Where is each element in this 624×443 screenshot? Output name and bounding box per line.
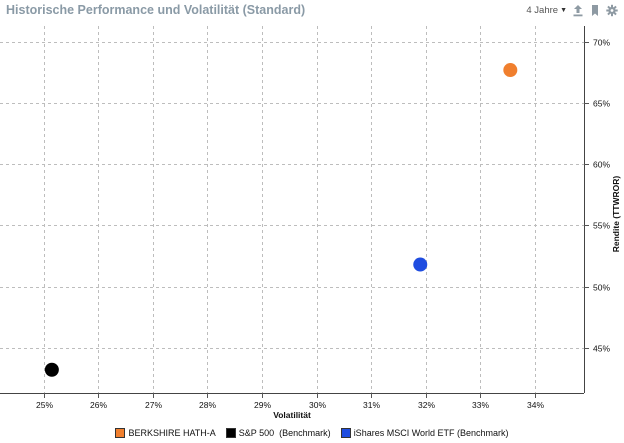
- y-tick-label: 50%: [593, 283, 610, 293]
- legend-label: iShares MSCI World ETF (Benchmark): [353, 428, 509, 438]
- y-axis-ticks: 45% 50% 55% 60% 65% 70%: [584, 38, 610, 354]
- gear-icon[interactable]: [606, 4, 618, 17]
- period-label: 4 Jahre: [526, 5, 559, 16]
- page-title: Historische Performance und Volatilität …: [6, 3, 306, 17]
- x-tick-label: 28%: [199, 400, 216, 410]
- x-tick-label: 29%: [254, 400, 271, 410]
- period-dropdown[interactable]: 4 Jahre ▼: [526, 5, 567, 16]
- y-axis-label: Rendite (TTWROR): [611, 176, 621, 253]
- legend-label: S&P 500 (Benchmark): [238, 428, 331, 438]
- x-axis-ticks: 25% 26% 27% 28% 29% 30% 31% 32% 33% 34%: [36, 393, 544, 410]
- x-axis-label: Volatilität: [273, 410, 311, 420]
- y-tick-label: 60%: [593, 160, 610, 170]
- data-point-0: [503, 63, 518, 78]
- y-tick-label: 45%: [593, 344, 610, 354]
- x-tick-label: 32%: [418, 400, 435, 410]
- data-point-2: [413, 257, 428, 272]
- bookmark-icon[interactable]: [589, 4, 601, 17]
- x-tick-label: 31%: [363, 400, 380, 410]
- chart-legend: BERKSHIRE HATH-A S&P 500 (Benchmark) iSh…: [0, 428, 624, 438]
- chevron-down-icon: ▼: [560, 7, 567, 14]
- upload-icon[interactable]: [572, 4, 584, 17]
- grid-lines: [0, 26, 584, 393]
- y-tick-label: 55%: [593, 221, 610, 231]
- axes: [0, 26, 585, 394]
- x-tick-label: 26%: [90, 400, 107, 410]
- legend-swatch: [115, 428, 126, 438]
- x-tick-label: 25%: [36, 400, 53, 410]
- legend-swatch: [340, 428, 351, 438]
- x-tick-label: 30%: [309, 400, 326, 410]
- legend-item-ishares[interactable]: iShares MSCI World ETF (Benchmark): [340, 428, 509, 438]
- x-tick-label: 34%: [527, 400, 544, 410]
- x-tick-label: 27%: [145, 400, 162, 410]
- legend-label: BERKSHIRE HATH-A: [128, 428, 216, 438]
- y-tick-label: 70%: [593, 38, 610, 48]
- legend-item-berkshire[interactable]: BERKSHIRE HATH-A: [115, 428, 216, 438]
- x-tick-label: 33%: [472, 400, 489, 410]
- legend-swatch: [225, 428, 236, 438]
- chart-toolbar: 4 Jahre ▼: [526, 4, 618, 17]
- y-tick-label: 65%: [593, 99, 610, 109]
- legend-item-sp500[interactable]: S&P 500 (Benchmark): [225, 428, 331, 438]
- data-point-1: [44, 362, 59, 377]
- data-points: [44, 63, 518, 377]
